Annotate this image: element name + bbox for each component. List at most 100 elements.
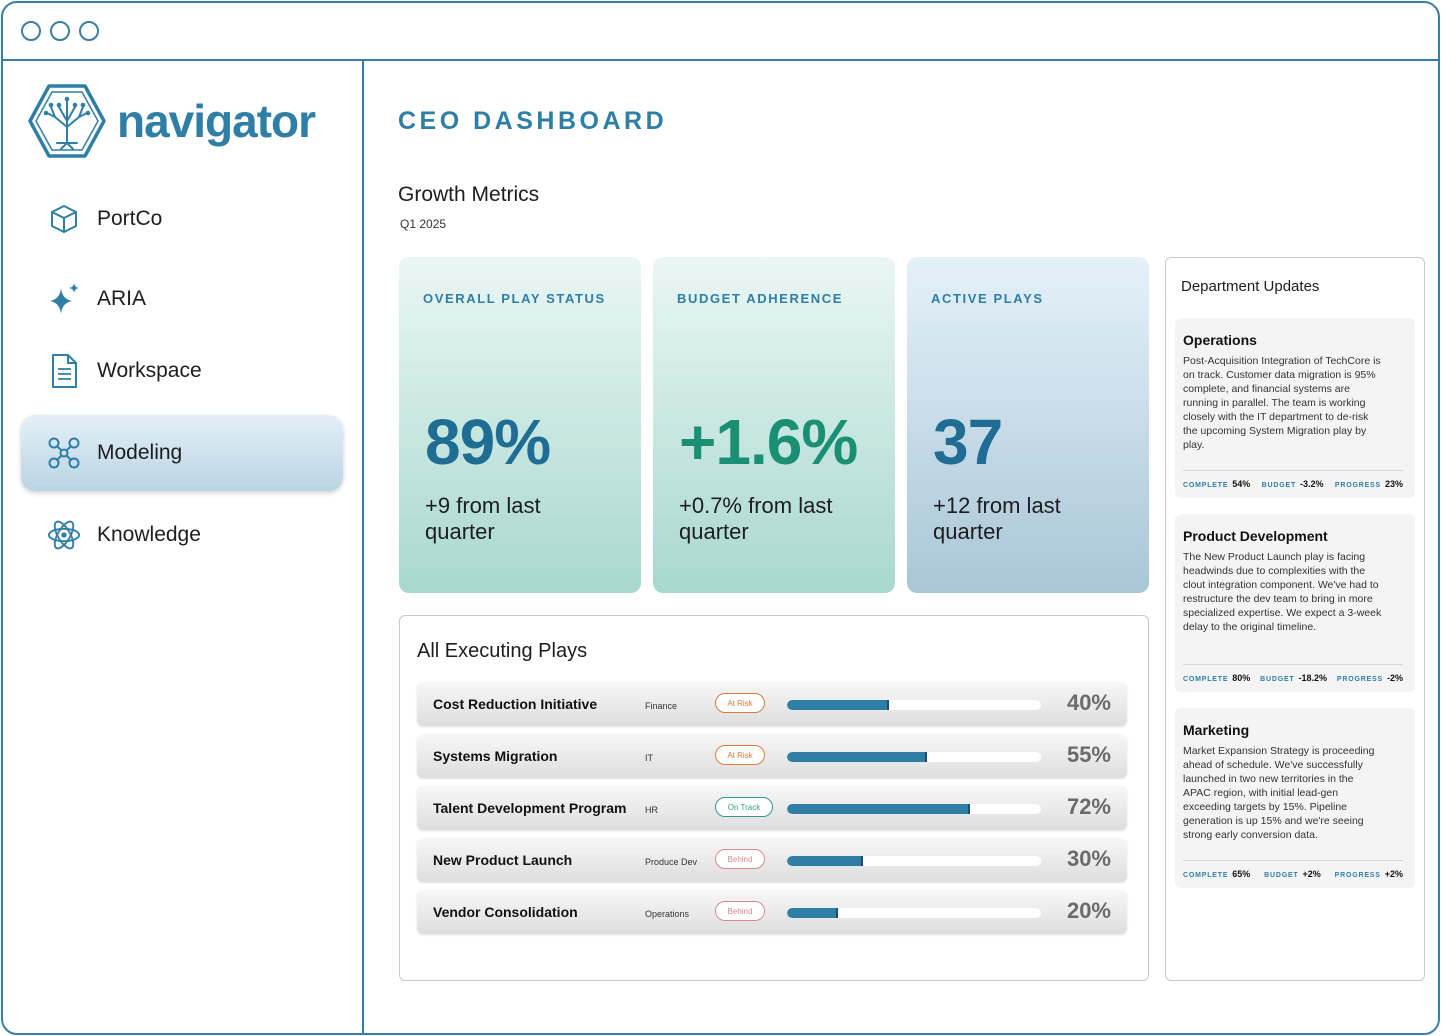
window-control-minimize[interactable] <box>50 21 70 41</box>
metric-value: 89% <box>425 406 551 478</box>
progress-bar-fill <box>787 908 838 918</box>
section-title: Growth Metrics <box>398 183 540 206</box>
metric-delta: +0.7% from last quarter <box>679 493 839 545</box>
sidebar-item-label: Modeling <box>97 441 183 464</box>
department-metrics: COMPLETE 80% BUDGET -18.2% PROGRESS -2% <box>1183 664 1403 683</box>
sidebar: navigator PortCo ARIA Workspace Modeling <box>3 61 364 1033</box>
atom-icon <box>47 518 81 552</box>
sidebar-item-modeling[interactable]: Modeling <box>21 415 343 491</box>
executing-plays-panel: All Executing Plays Cost Reduction Initi… <box>399 615 1149 981</box>
department-update-card[interactable]: Operations Post-Acquisition Integration o… <box>1175 318 1415 498</box>
table-row[interactable]: New Product Launch Produce Dev Behind 30% <box>417 838 1127 882</box>
metric-budget: BUDGET +2% <box>1264 869 1321 879</box>
metric-complete: COMPLETE 80% <box>1183 673 1251 683</box>
play-name: Systems Migration <box>433 748 558 764</box>
department-name: Operations <box>1183 332 1257 348</box>
metric-delta: +12 from last quarter <box>933 493 1123 545</box>
brand-name: navigator <box>117 95 316 147</box>
play-department: Produce Dev <box>645 857 698 867</box>
page-title: CEO DASHBOARD <box>398 107 668 135</box>
main-content: CEO DASHBOARD Growth Metrics Q1 2025 OVE… <box>366 61 1438 1033</box>
table-row[interactable]: Vendor Consolidation Operations Behind 20% <box>417 890 1127 934</box>
play-name: Talent Development Program <box>433 800 627 816</box>
cube-icon <box>47 202 81 236</box>
table-row[interactable]: Cost Reduction Initiative Finance At Risk 4… <box>417 682 1127 726</box>
progress-bar <box>787 908 1041 918</box>
metric-progress: PROGRESS -2% <box>1336 673 1403 683</box>
panel-title: All Executing Plays <box>417 640 588 662</box>
metric-budget: BUDGET -3.2% <box>1261 479 1324 489</box>
play-name: Vendor Consolidation <box>433 904 578 920</box>
sidebar-item-label: Knowledge <box>97 523 201 546</box>
table-row[interactable]: Talent Development Program HR On Track 72% <box>417 786 1127 830</box>
metric-complete: COMPLETE 54% <box>1183 479 1251 489</box>
sidebar-item-portco[interactable]: PortCo <box>21 181 343 257</box>
metric-progress: PROGRESS 23% <box>1334 479 1403 489</box>
metric-delta-value: +0.7% <box>679 493 742 518</box>
panel-title: Department Updates <box>1181 278 1320 295</box>
metric-budget: BUDGET -18.2% <box>1260 673 1328 683</box>
metric-label: ACTIVE PLAYS <box>931 291 1044 306</box>
play-department: Operations <box>645 909 690 919</box>
department-name: Marketing <box>1183 722 1250 738</box>
metric-label: OVERALL PLAY STATUS <box>423 291 606 306</box>
progress-bar <box>787 700 1041 710</box>
metric-delta-text: from last quarter <box>425 493 541 544</box>
metric-card-budget-adherence[interactable]: BUDGET ADHERENCE +1.6% +0.7% from last q… <box>653 257 895 593</box>
window-control-close[interactable] <box>21 21 41 41</box>
metric-delta-text: from last quarter <box>933 493 1061 544</box>
document-icon <box>47 354 81 388</box>
department-name: Product Development <box>1183 528 1328 544</box>
play-name: New Product Launch <box>433 852 573 868</box>
network-icon <box>47 436 81 470</box>
metric-progress: PROGRESS +2% <box>1334 869 1403 879</box>
progress-bar <box>787 752 1041 762</box>
sidebar-item-workspace[interactable]: Workspace <box>21 333 343 409</box>
status-badge: Behind <box>715 901 765 921</box>
metric-delta-value: +12 <box>933 493 971 518</box>
progress-percent: 40% <box>1066 690 1111 715</box>
play-department: Finance <box>645 701 678 711</box>
metric-value: +1.6% <box>679 406 858 478</box>
progress-percent: 20% <box>1066 898 1111 923</box>
department-update-text: Market Expansion Strategy is proceeding … <box>1183 745 1375 841</box>
progress-bar-fill <box>787 856 864 866</box>
status-badge: At Risk <box>715 693 765 713</box>
department-update-text: Post-Acquisition Integration of TechCore… <box>1183 355 1381 451</box>
metric-value: 37 <box>933 406 1003 478</box>
department-update-card[interactable]: Marketing Market Expansion Strategy is pr… <box>1175 708 1415 888</box>
progress-percent: 55% <box>1066 742 1111 767</box>
sidebar-item-knowledge[interactable]: Knowledge <box>21 497 343 573</box>
window-control-maximize[interactable] <box>79 21 99 41</box>
sidebar-item-label: Workspace <box>97 359 202 382</box>
metric-delta-value: +9 <box>425 493 451 518</box>
progress-bar-fill <box>787 752 927 762</box>
metric-label: BUDGET ADHERENCE <box>677 291 843 306</box>
status-badge: At Risk <box>715 745 765 765</box>
sidebar-item-label: ARIA <box>97 287 147 310</box>
progress-bar-fill <box>787 804 970 814</box>
department-metrics: COMPLETE 54% BUDGET -3.2% PROGRESS 23% <box>1183 470 1403 489</box>
department-updates-panel: Department Updates Operations Post-Acquis… <box>1165 257 1425 981</box>
play-name: Cost Reduction Initiative <box>433 696 598 712</box>
play-department: HR <box>645 805 658 815</box>
progress-bar <box>787 804 1041 814</box>
sidebar-item-label: PortCo <box>97 207 163 230</box>
progress-bar <box>787 856 1041 866</box>
period-label: Q1 2025 <box>400 217 447 231</box>
metric-card-active-plays[interactable]: ACTIVE PLAYS 37 +12 from last quarter <box>907 257 1149 593</box>
play-department: IT <box>645 753 653 763</box>
logo[interactable]: navigator <box>27 83 316 159</box>
metric-complete: COMPLETE 65% <box>1183 869 1251 879</box>
metric-card-play-status[interactable]: OVERALL PLAY STATUS 89% +9 from last qua… <box>399 257 641 593</box>
status-badge: Behind <box>715 849 765 869</box>
tree-logo-icon <box>28 84 106 158</box>
sidebar-item-aria[interactable]: ARIA <box>21 261 343 337</box>
department-update-card[interactable]: Product Development The New Product Launc… <box>1175 514 1415 692</box>
status-badge: On Track <box>715 797 773 817</box>
department-metrics: COMPLETE 65% BUDGET +2% PROGRESS +2% <box>1183 860 1403 879</box>
progress-bar-fill <box>787 700 889 710</box>
title-bar <box>3 3 1438 61</box>
table-row[interactable]: Systems Migration IT At Risk 55% <box>417 734 1127 778</box>
